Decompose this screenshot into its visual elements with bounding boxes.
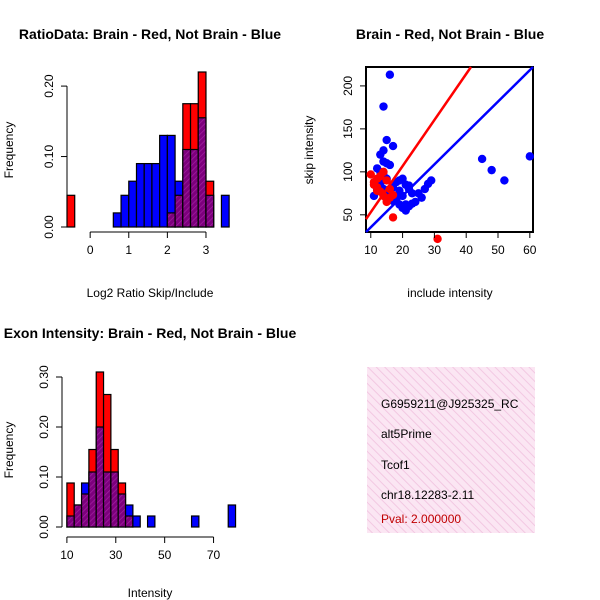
info-event-type: alt5Prime xyxy=(381,427,432,441)
fit-line-brain xyxy=(364,66,473,220)
bar-overlap xyxy=(66,515,75,528)
point-brain xyxy=(388,213,398,222)
point-not-brain xyxy=(388,141,398,151)
ratio-hist-xlabel: Log2 Ratio Skip/Include xyxy=(87,286,214,300)
point-not-brain xyxy=(500,176,509,185)
bar-not-brain xyxy=(159,134,168,228)
scatter-ylabel: skip intensity xyxy=(302,116,316,185)
info-box xyxy=(367,367,535,533)
scatter-xlabel: include intensity xyxy=(407,286,492,300)
point-not-brain xyxy=(420,184,430,194)
x-tick-label: 2 xyxy=(164,243,171,257)
bar-not-brain xyxy=(112,212,122,228)
y-tick-label: 50 xyxy=(341,208,355,222)
x-tick-label: 50 xyxy=(158,548,172,562)
bar-not-brain xyxy=(146,515,156,528)
x-tick-label: 10 xyxy=(60,548,74,562)
x-tick-label: 60 xyxy=(523,243,537,257)
y-tick-label: 0.10 xyxy=(42,145,56,169)
y-tick-label: 200 xyxy=(341,76,355,96)
bar-overlap xyxy=(197,117,207,228)
page-right-margin xyxy=(535,360,600,540)
bar-overlap xyxy=(117,493,127,528)
point-brain xyxy=(382,176,391,185)
point-not-brain xyxy=(382,135,391,145)
point-brain xyxy=(433,234,442,244)
bar-overlap xyxy=(205,194,215,228)
bar-overlap xyxy=(182,148,192,228)
info-probe-id: G6959211@J925325_RC xyxy=(381,397,519,411)
x-tick-label: 70 xyxy=(207,548,221,562)
bar-not-brain xyxy=(120,194,130,228)
x-tick-label: 50 xyxy=(491,243,505,257)
point-not-brain xyxy=(385,70,395,79)
bar-not-brain xyxy=(190,515,200,528)
intensity-hist-title: Exon Intensity: Brain - Red, Not Brain -… xyxy=(4,325,297,341)
x-tick-label: 20 xyxy=(396,243,410,257)
intensity-hist-xlabel: Intensity xyxy=(128,586,173,600)
fit-line-not-brain xyxy=(365,66,534,233)
info-pval: Pval: 2.000000 xyxy=(381,512,461,526)
y-tick-label: 0.20 xyxy=(42,74,56,98)
scatter-frame xyxy=(365,66,534,233)
y-tick-label: 150 xyxy=(341,119,355,139)
point-not-brain xyxy=(401,200,410,209)
bar-overlap xyxy=(73,504,83,528)
point-not-brain xyxy=(525,152,535,161)
point-not-brain xyxy=(427,176,436,185)
bar-not-brain xyxy=(151,162,161,228)
scatter-title: Brain - Red, Not Brain - Blue xyxy=(356,26,544,42)
x-tick-label: 0 xyxy=(87,243,94,257)
bar-not-brain xyxy=(143,162,153,228)
point-not-brain xyxy=(414,189,423,198)
bar-overlap xyxy=(189,148,199,228)
y-tick-label: 0.00 xyxy=(42,215,56,239)
point-brain xyxy=(372,186,382,195)
point-not-brain xyxy=(379,102,388,111)
bar-brain xyxy=(66,194,76,228)
x-tick-label: 1 xyxy=(125,243,132,257)
point-brain xyxy=(382,195,391,204)
x-tick-label: 30 xyxy=(428,243,442,257)
bar-not-brain xyxy=(128,180,138,228)
point-not-brain xyxy=(487,165,496,175)
point-not-brain xyxy=(376,150,385,159)
bar-not-brain xyxy=(220,194,230,228)
bar-overlap xyxy=(110,471,119,528)
bar-not-brain xyxy=(132,515,141,528)
bar-overlap xyxy=(166,212,176,228)
x-tick-label: 40 xyxy=(460,243,474,257)
x-tick-label: 10 xyxy=(364,243,378,257)
bar-overlap xyxy=(80,493,90,528)
intensity-hist-plot: 0.00 0.10 0.20 0.30 10 30 50 70 xyxy=(37,365,237,562)
scatter-plot: 50 100 150 200 10 20 30 40 50 60 xyxy=(341,66,537,257)
bar-not-brain xyxy=(227,504,237,528)
bar-overlap xyxy=(174,194,184,228)
info-gene: Tcof1 xyxy=(381,458,410,472)
ratio-hist-plot: 0.00 0.10 0.20 0 1 2 3 xyxy=(42,71,230,257)
point-brain xyxy=(366,170,375,179)
point-not-brain xyxy=(477,154,487,164)
y-tick-label: 0.20 xyxy=(37,415,51,439)
point-not-brain xyxy=(411,197,420,207)
point-not-brain xyxy=(385,160,395,170)
bar-overlap xyxy=(102,471,112,528)
point-brain xyxy=(376,171,385,181)
info-location: chr18.12283-2.11 xyxy=(381,488,475,502)
ratio-hist-title: RatioData: Brain - Red, Not Brain - Blue xyxy=(19,26,281,42)
y-tick-label: 0.30 xyxy=(37,365,51,389)
y-tick-label: 0.10 xyxy=(37,465,51,489)
y-tick-label: 0.00 xyxy=(37,515,51,539)
ratio-hist-ylabel: Frequency xyxy=(2,122,16,179)
point-not-brain xyxy=(407,189,417,198)
intensity-hist-ylabel: Frequency xyxy=(2,422,16,479)
y-tick-label: 100 xyxy=(341,162,355,182)
x-tick-label: 3 xyxy=(203,243,210,257)
bar-overlap xyxy=(88,471,97,528)
bar-not-brain xyxy=(135,162,145,228)
x-tick-label: 30 xyxy=(109,548,123,562)
bar-overlap xyxy=(95,426,105,528)
bar-overlap xyxy=(124,515,134,528)
